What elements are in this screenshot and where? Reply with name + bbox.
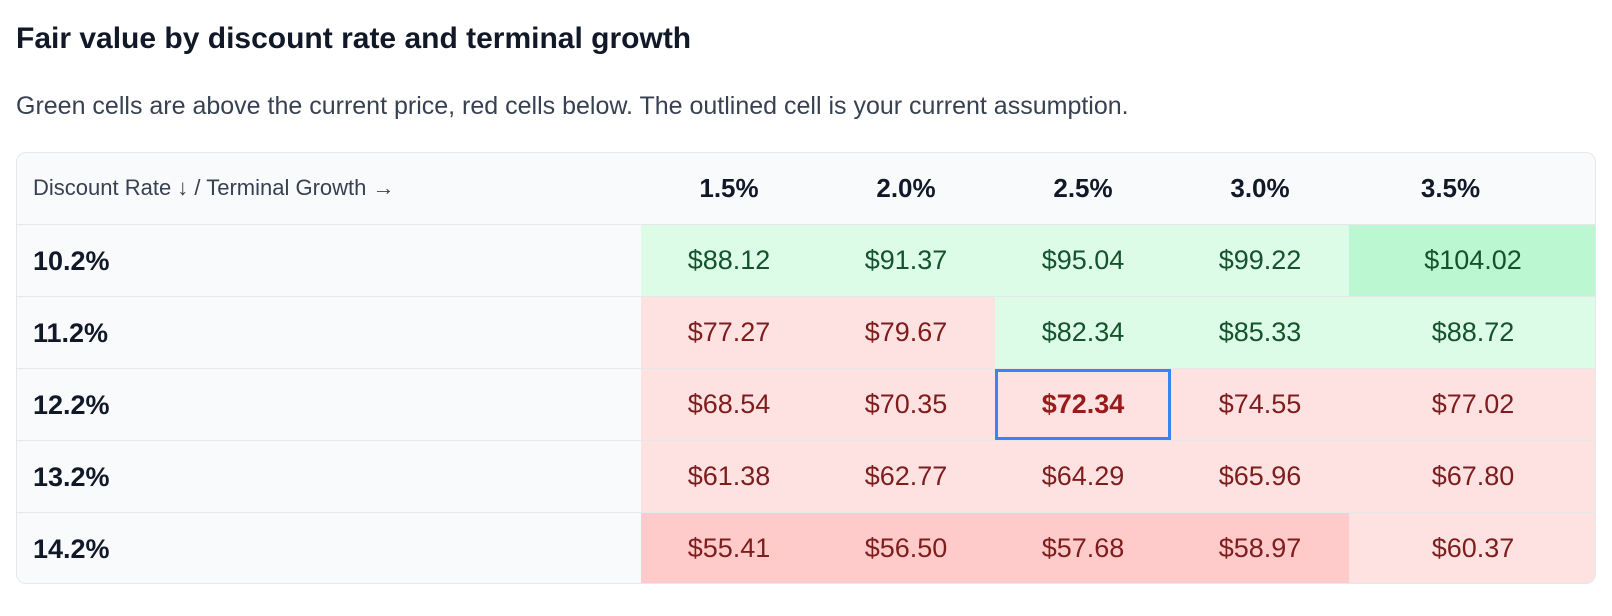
value-cell[interactable]: $55.41 — [641, 513, 817, 583]
value-cell[interactable]: $95.04 — [995, 225, 1171, 296]
value-cell[interactable]: $77.27 — [641, 297, 817, 368]
value-cell[interactable]: $82.34 — [995, 297, 1171, 368]
value-cell[interactable]: $91.37 — [817, 225, 995, 296]
value-cell[interactable]: $60.37 — [1349, 513, 1595, 583]
value-cell[interactable]: $104.02 — [1349, 225, 1595, 296]
row-header: 13.2% — [33, 462, 110, 492]
value-cell[interactable]: $70.35 — [817, 369, 995, 440]
corner-label: Discount Rate ↓ / Terminal Growth → — [33, 175, 395, 200]
table-row: 10.2% $88.12 $91.37 $95.04 $99.22 $104.0… — [17, 225, 1595, 297]
table-row: 14.2% $55.41 $56.50 $57.68 $58.97 $60.37 — [17, 513, 1595, 583]
table-row: 13.2% $61.38 $62.77 $64.29 $65.96 $67.80 — [17, 441, 1595, 513]
column-header-2: 2.0% — [876, 173, 936, 203]
value-cell[interactable]: $58.97 — [1171, 513, 1349, 583]
value-cell[interactable]: $64.29 — [995, 441, 1171, 512]
table-row: 12.2% $68.54 $70.35 $72.34 $74.55 $77.02 — [17, 369, 1595, 441]
value-cell[interactable]: $56.50 — [817, 513, 995, 583]
value-cell[interactable]: $67.80 — [1349, 441, 1595, 512]
value-cell[interactable]: $57.68 — [995, 513, 1171, 583]
row-header: 10.2% — [33, 246, 110, 276]
value-cell[interactable]: $77.02 — [1349, 369, 1595, 440]
value-cell[interactable]: $99.22 — [1171, 225, 1349, 296]
column-header-5: 3.5% — [1420, 173, 1481, 203]
value-cell[interactable]: $62.77 — [817, 441, 995, 512]
page-title: Fair value by discount rate and terminal… — [16, 22, 692, 55]
sensitivity-table: Discount Rate ↓ / Terminal Growth → 1.5%… — [16, 152, 1596, 584]
table-row: 11.2% $77.27 $79.67 $82.34 $85.33 $88.72 — [17, 297, 1595, 369]
row-header: 14.2% — [33, 534, 110, 564]
column-header-3: 2.5% — [1053, 173, 1113, 203]
column-header-1: 1.5% — [699, 173, 759, 203]
row-header: 11.2% — [33, 318, 109, 348]
value-cell[interactable]: $74.55 — [1171, 369, 1349, 440]
value-cell[interactable]: $65.96 — [1171, 441, 1349, 512]
table-header-row: Discount Rate ↓ / Terminal Growth → 1.5%… — [17, 153, 1595, 225]
value-cell[interactable]: $68.54 — [641, 369, 817, 440]
value-cell[interactable]: $88.12 — [641, 225, 817, 296]
column-header-4: 3.0% — [1230, 173, 1290, 203]
value-cell[interactable]: $88.72 — [1349, 297, 1595, 368]
page-subtitle: Green cells are above the current price,… — [16, 92, 1129, 120]
value-cell[interactable]: $79.67 — [817, 297, 995, 368]
row-header: 12.2% — [33, 390, 110, 420]
value-cell[interactable]: $85.33 — [1171, 297, 1349, 368]
current-assumption-cell[interactable]: $72.34 — [995, 369, 1171, 440]
value-cell[interactable]: $61.38 — [641, 441, 817, 512]
